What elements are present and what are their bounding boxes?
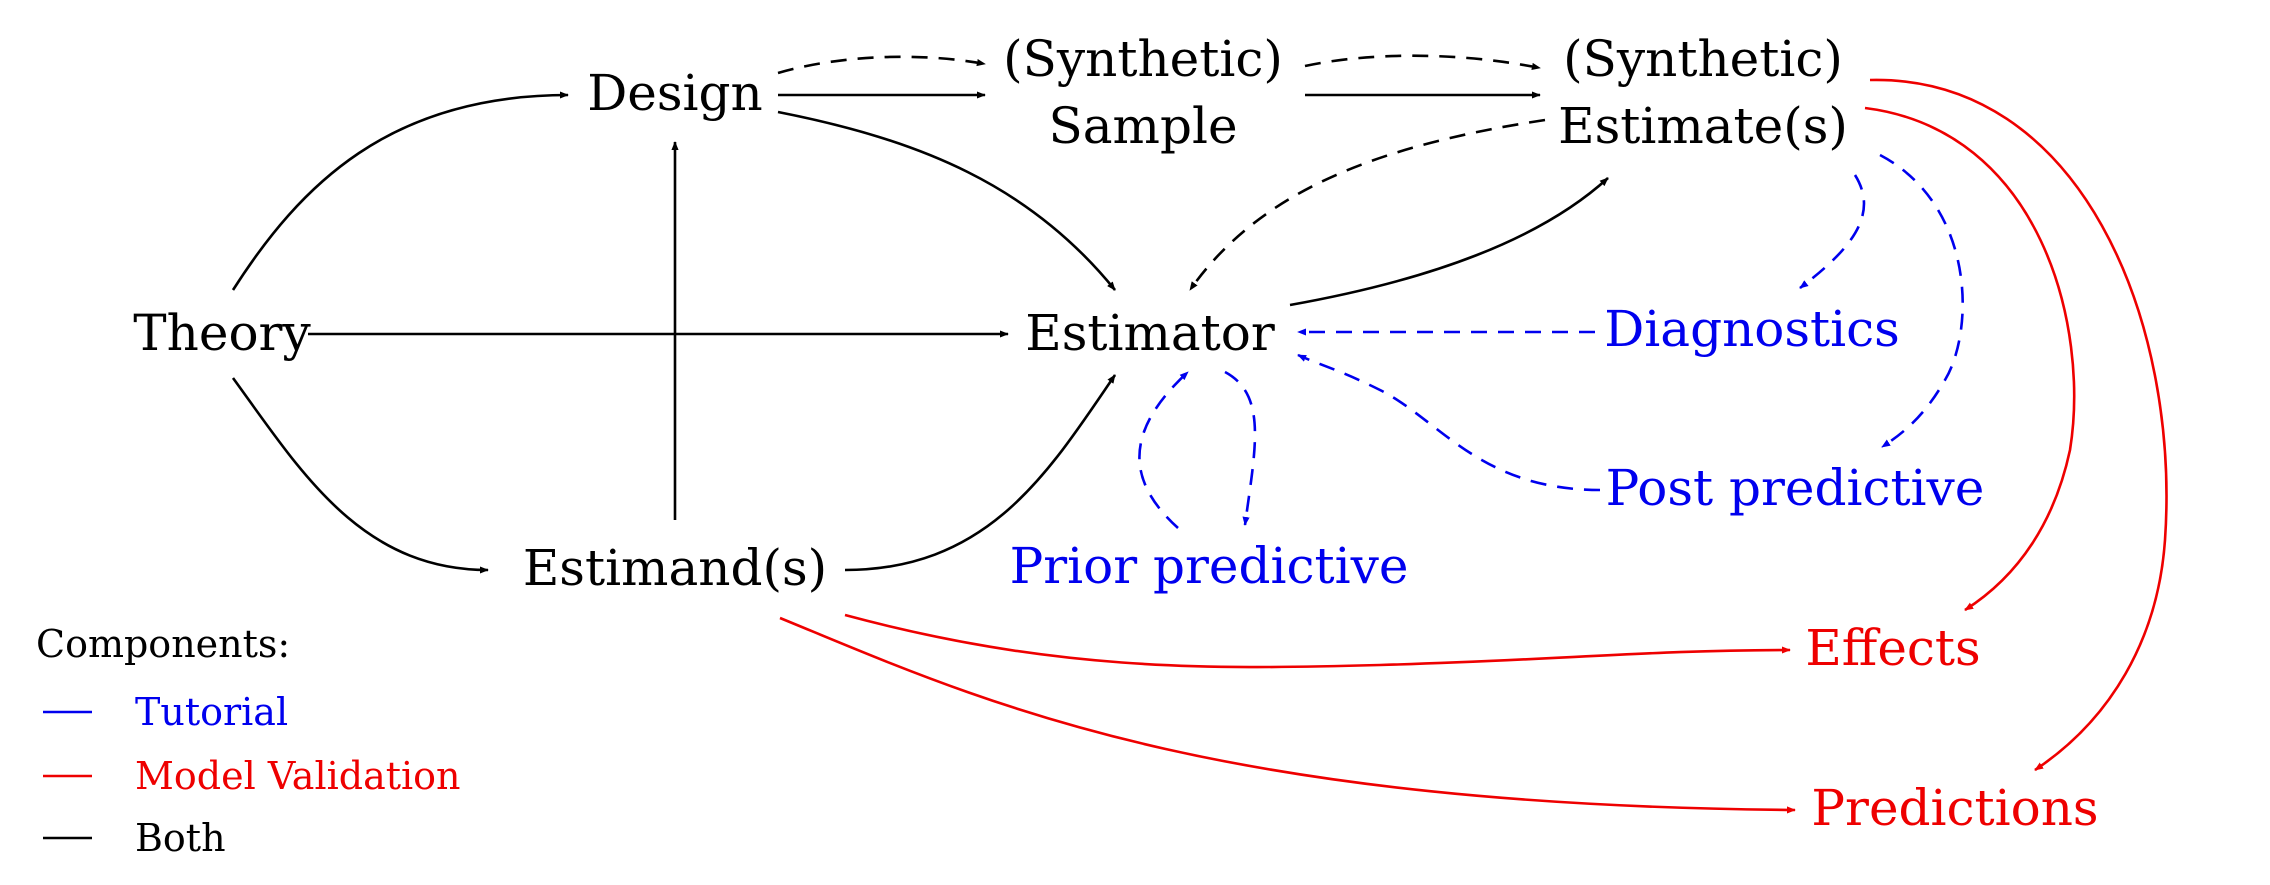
node-prior-predictive: Prior predictive — [1010, 537, 1409, 595]
node-sample-line2: Sample — [1048, 97, 1237, 155]
legend-label-both: Both — [135, 816, 226, 860]
edges-both — [231, 54, 1609, 574]
edge-estimates-predictions — [1869, 78, 2168, 772]
node-theory: Theory — [133, 304, 311, 362]
nodes: Theory Design Estimand(s) (Synthetic) Sa… — [133, 30, 2098, 837]
node-estimator: Estimator — [1025, 304, 1275, 362]
legend: Components: Tutorial Model Validation Bo… — [36, 622, 461, 860]
node-sample-line1: (Synthetic) — [1003, 30, 1283, 88]
node-estimates-line2: Estimate(s) — [1558, 97, 1848, 155]
edge-estimands-predictions — [779, 616, 1796, 814]
edge-estimates-estimator-dashed — [1188, 118, 1546, 291]
edge-design-estimator — [777, 110, 1117, 291]
edges-validation — [779, 78, 2168, 814]
edge-theory-estimands — [231, 377, 489, 574]
edges-tutorial — [1138, 153, 1964, 529]
edge-design-sample-dashed — [777, 55, 986, 75]
legend-title: Components: — [36, 622, 290, 666]
edge-estimates-effects — [1864, 106, 2076, 612]
edge-estimator-estimates — [1289, 177, 1609, 307]
edge-estimator-priorpredictive — [1224, 370, 1257, 526]
edge-estimands-effects — [844, 613, 1791, 669]
node-estimands: Estimand(s) — [523, 539, 827, 597]
node-estimates-line1: (Synthetic) — [1563, 30, 1843, 88]
node-diagnostics: Diagnostics — [1604, 300, 1900, 358]
edge-priorpredictive-estimator — [1138, 371, 1189, 529]
legend-label-tutorial: Tutorial — [135, 690, 288, 734]
node-design: Design — [587, 64, 763, 122]
node-predictions: Predictions — [1811, 779, 2098, 837]
edge-sample-estimates-dashed — [1304, 54, 1541, 70]
legend-label-validation: Model Validation — [135, 754, 461, 798]
node-effects: Effects — [1805, 619, 1980, 677]
edge-estimates-diagnostics — [1799, 174, 1866, 290]
edge-theory-design — [231, 91, 569, 291]
edge-postpredictive-estimator — [1297, 353, 1601, 492]
edge-estimates-postpredictive — [1879, 153, 1964, 449]
node-post-predictive: Post predictive — [1606, 459, 1985, 517]
edge-estimands-estimator — [844, 374, 1117, 572]
